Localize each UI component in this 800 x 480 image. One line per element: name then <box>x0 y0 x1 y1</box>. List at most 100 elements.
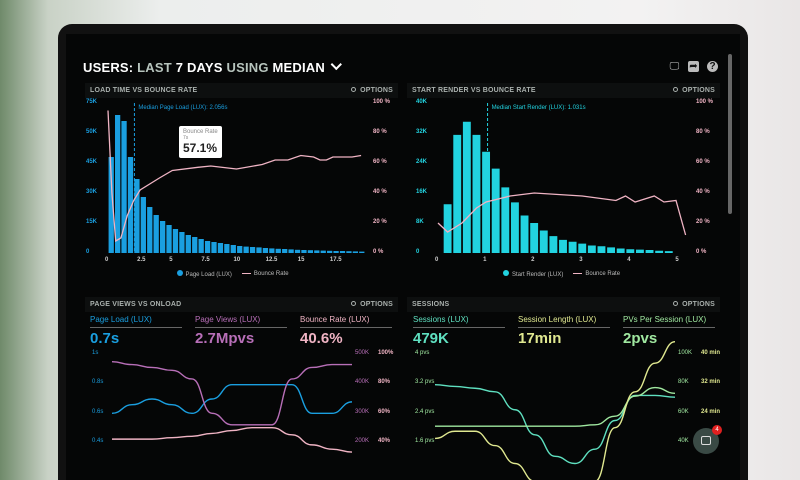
stat-label: Sessions (LUX) <box>413 315 469 324</box>
histogram-bar <box>359 251 365 253</box>
y2-tick-label: 0 % <box>696 249 707 255</box>
monitor-icon[interactable]: 🖵 <box>669 61 680 72</box>
options-label: OPTIONS <box>360 301 393 308</box>
histogram-bar <box>134 179 140 253</box>
histogram-bar <box>530 223 539 253</box>
options-button[interactable]: OPTIONS <box>351 87 393 94</box>
histogram-bar <box>339 251 346 253</box>
y3-tick-label: 100% <box>378 350 394 356</box>
y2-tick-label: 60 % <box>373 159 387 165</box>
y2-tick-label: 60K <box>678 408 689 415</box>
x-tick-label: 10 <box>233 257 241 263</box>
x-tick-label: 0 <box>435 257 439 263</box>
histogram-bar <box>559 239 567 253</box>
series-line <box>435 386 676 427</box>
series-line <box>112 426 353 453</box>
histogram-bar <box>607 247 616 253</box>
legend-item[interactable]: Bounce Rate <box>241 271 289 277</box>
gear-icon <box>351 301 357 306</box>
legend-label: Bounce Rate <box>253 271 289 277</box>
histogram-bar <box>491 168 500 253</box>
dashboard-screen: USERS: LAST 7 DAYS USING MEDIAN 🖵 ➦ ? LO… <box>66 34 740 480</box>
series-line <box>111 383 353 415</box>
y2-tick-label: 500K <box>355 350 370 356</box>
y-tick-label: 0.4s <box>92 438 104 444</box>
histogram-bar <box>539 230 548 253</box>
histogram-bar <box>115 115 121 253</box>
tooltip-value: 57.1% <box>183 141 218 155</box>
y-tick-label: 40K <box>416 99 428 105</box>
stat-divider <box>413 327 505 328</box>
histogram-bar <box>501 187 510 253</box>
histogram-bar <box>185 235 191 253</box>
histogram-bar <box>166 225 172 253</box>
chevron-down-icon[interactable] <box>330 58 342 71</box>
tooltip-label: Bounce Rate <box>183 129 218 135</box>
help-icon[interactable]: ? <box>707 61 718 72</box>
stat-divider <box>300 327 392 328</box>
histogram-bar <box>121 121 127 253</box>
x-tick-label: 5 <box>169 257 173 263</box>
histogram-bar <box>198 239 204 253</box>
notification-badge: 4 <box>712 425 722 435</box>
options-button[interactable]: OPTIONS <box>673 301 715 308</box>
histogram-bar <box>256 247 262 253</box>
y-tick-label: 0 <box>86 249 90 255</box>
stat-label: Page Views (LUX) <box>195 315 261 324</box>
y-tick-label: 3.2 pvs <box>415 379 435 386</box>
histogram-bar <box>453 134 462 253</box>
y-tick-label: 0.8s <box>92 379 104 386</box>
scrollbar[interactable] <box>728 54 732 214</box>
histogram-bar <box>262 248 269 253</box>
panel-title: START RENDER VS BOUNCE RATE <box>412 87 536 94</box>
y2-tick-label: 20 % <box>373 219 387 225</box>
histogram-bar <box>153 215 159 253</box>
histogram-bar <box>294 249 301 253</box>
legend-item[interactable]: Start Render (LUX) <box>503 270 563 278</box>
panel-header: START RENDER VS BOUNCE RATE OPTIONS <box>407 83 720 98</box>
stat-label: Page Load (LUX) <box>90 315 152 324</box>
x-tick-label: 17.5 <box>329 257 342 263</box>
histogram-bar <box>314 250 320 253</box>
y-tick-label: 15K <box>86 219 98 225</box>
y2-tick-label: 40 % <box>696 189 710 195</box>
y2-tick-label: 100 % <box>373 99 391 105</box>
chat-icon <box>701 436 711 445</box>
x-tick-label: 0 <box>105 257 109 263</box>
page-title[interactable]: USERS: LAST 7 DAYS USING MEDIAN <box>83 58 342 75</box>
histogram-bar <box>140 197 146 253</box>
histogram-bar <box>635 249 644 253</box>
bounce-rate-line <box>437 192 687 236</box>
y2-tick-label: 20 % <box>696 219 710 225</box>
gear-icon <box>673 301 679 306</box>
x-tick-label: 7.5 <box>201 257 210 263</box>
histogram-bar <box>352 251 358 253</box>
histogram-bar <box>172 229 179 253</box>
histogram-bar <box>307 250 314 253</box>
options-button[interactable]: OPTIONS <box>351 301 393 308</box>
legend-item[interactable]: Bounce Rate <box>573 271 620 277</box>
share-icon[interactable]: ➦ <box>688 61 699 72</box>
y-tick-label: 32K <box>416 129 428 135</box>
x-tick-label: 5 <box>675 257 679 263</box>
title-range: 7 DAYS <box>175 60 223 75</box>
options-label: OPTIONS <box>682 87 715 94</box>
y-tick-label: 0 <box>416 249 420 255</box>
histogram-bar <box>269 248 275 253</box>
stat-divider <box>518 327 610 328</box>
options-button[interactable]: OPTIONS <box>673 87 715 94</box>
stat-divider <box>90 327 182 328</box>
histogram-bar <box>237 246 243 253</box>
y-tick-label: 1.6 pvs <box>415 438 435 444</box>
legend-item[interactable]: Page Load (LUX) <box>176 270 232 278</box>
histogram-bar <box>655 250 664 253</box>
title-metric: MEDIAN <box>272 60 325 75</box>
y3-tick-label: 40% <box>378 438 391 444</box>
median-label: Median Start Render (LUX): 1.031s <box>491 105 586 111</box>
histogram-bar <box>288 249 294 253</box>
chart-plot <box>107 103 365 253</box>
stat-value: 0.7s <box>90 330 120 347</box>
y3-tick-label: 24 min <box>701 408 721 415</box>
y-tick-label: 75K <box>86 99 98 105</box>
y-tick-label: 16K <box>416 189 428 195</box>
